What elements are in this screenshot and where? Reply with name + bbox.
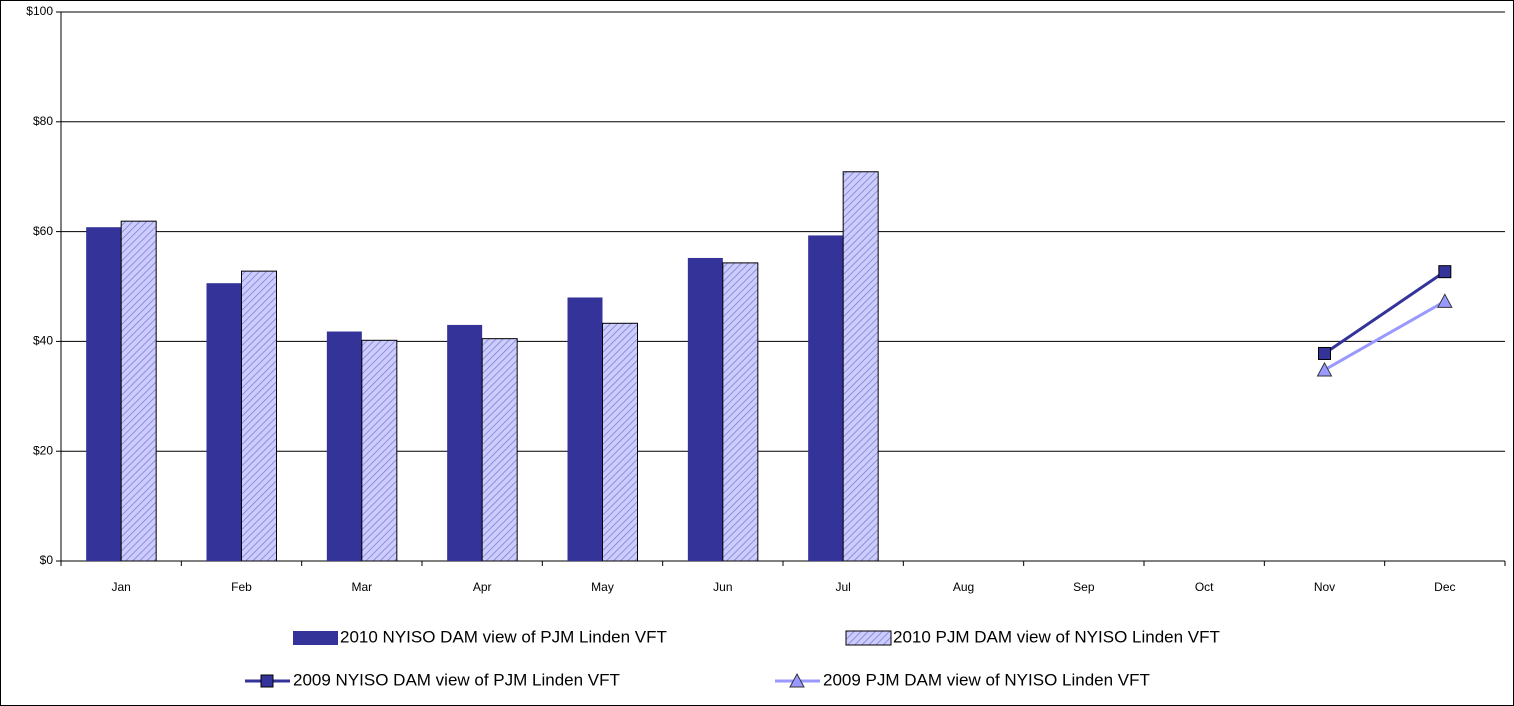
bar [481,338,518,562]
marker [1438,265,1452,279]
bar [687,257,723,561]
bar [120,220,157,562]
bar [206,283,242,561]
bar [722,262,759,562]
y-tick-label: $100 [26,4,53,18]
bar [241,270,277,562]
x-tick-label: May [591,580,614,594]
legend-label: 2010 NYISO DAM view of PJM Linden VFT [340,627,667,646]
plot-area [61,12,1505,561]
x-tick-label: Feb [231,580,252,594]
bar [842,171,879,562]
legend-swatch [293,631,338,645]
x-tick-label: Nov [1314,580,1335,594]
y-tick-label: $20 [33,443,53,457]
y-tick-label: $0 [40,553,54,567]
bar [447,324,483,561]
x-tick-label: Sep [1073,580,1095,594]
x-tick-label: Jan [111,580,130,594]
y-tick-label: $60 [33,224,53,238]
legend-label: 2009 NYISO DAM view of PJM Linden VFT [293,670,620,689]
marker [1318,346,1331,360]
x-tick-label: Aug [953,580,974,594]
marker [1316,361,1333,377]
legend-label: 2009 PJM DAM view of NYISO Linden VFT [823,670,1150,689]
x-tick-label: Dec [1434,580,1455,594]
bar [808,235,844,561]
line [1323,300,1446,372]
legend-marker [260,674,274,688]
bar [361,339,398,562]
bar [326,331,362,561]
marker [1436,293,1453,308]
x-tick-label: Apr [473,580,492,594]
bar [602,322,638,562]
legend-swatch [845,630,892,646]
x-tick-label: Jun [713,580,732,594]
x-tick-label: Oct [1195,580,1214,594]
legend-label: 2010 PJM DAM view of NYISO Linden VFT [893,627,1220,646]
x-tick-label: Mar [351,580,372,594]
bar [567,297,603,561]
legend-marker [789,672,805,688]
bar [86,227,122,561]
y-tick-label: $40 [33,334,53,348]
y-tick-label: $80 [33,114,53,128]
line [1323,270,1446,355]
x-tick-label: Jul [835,580,850,594]
